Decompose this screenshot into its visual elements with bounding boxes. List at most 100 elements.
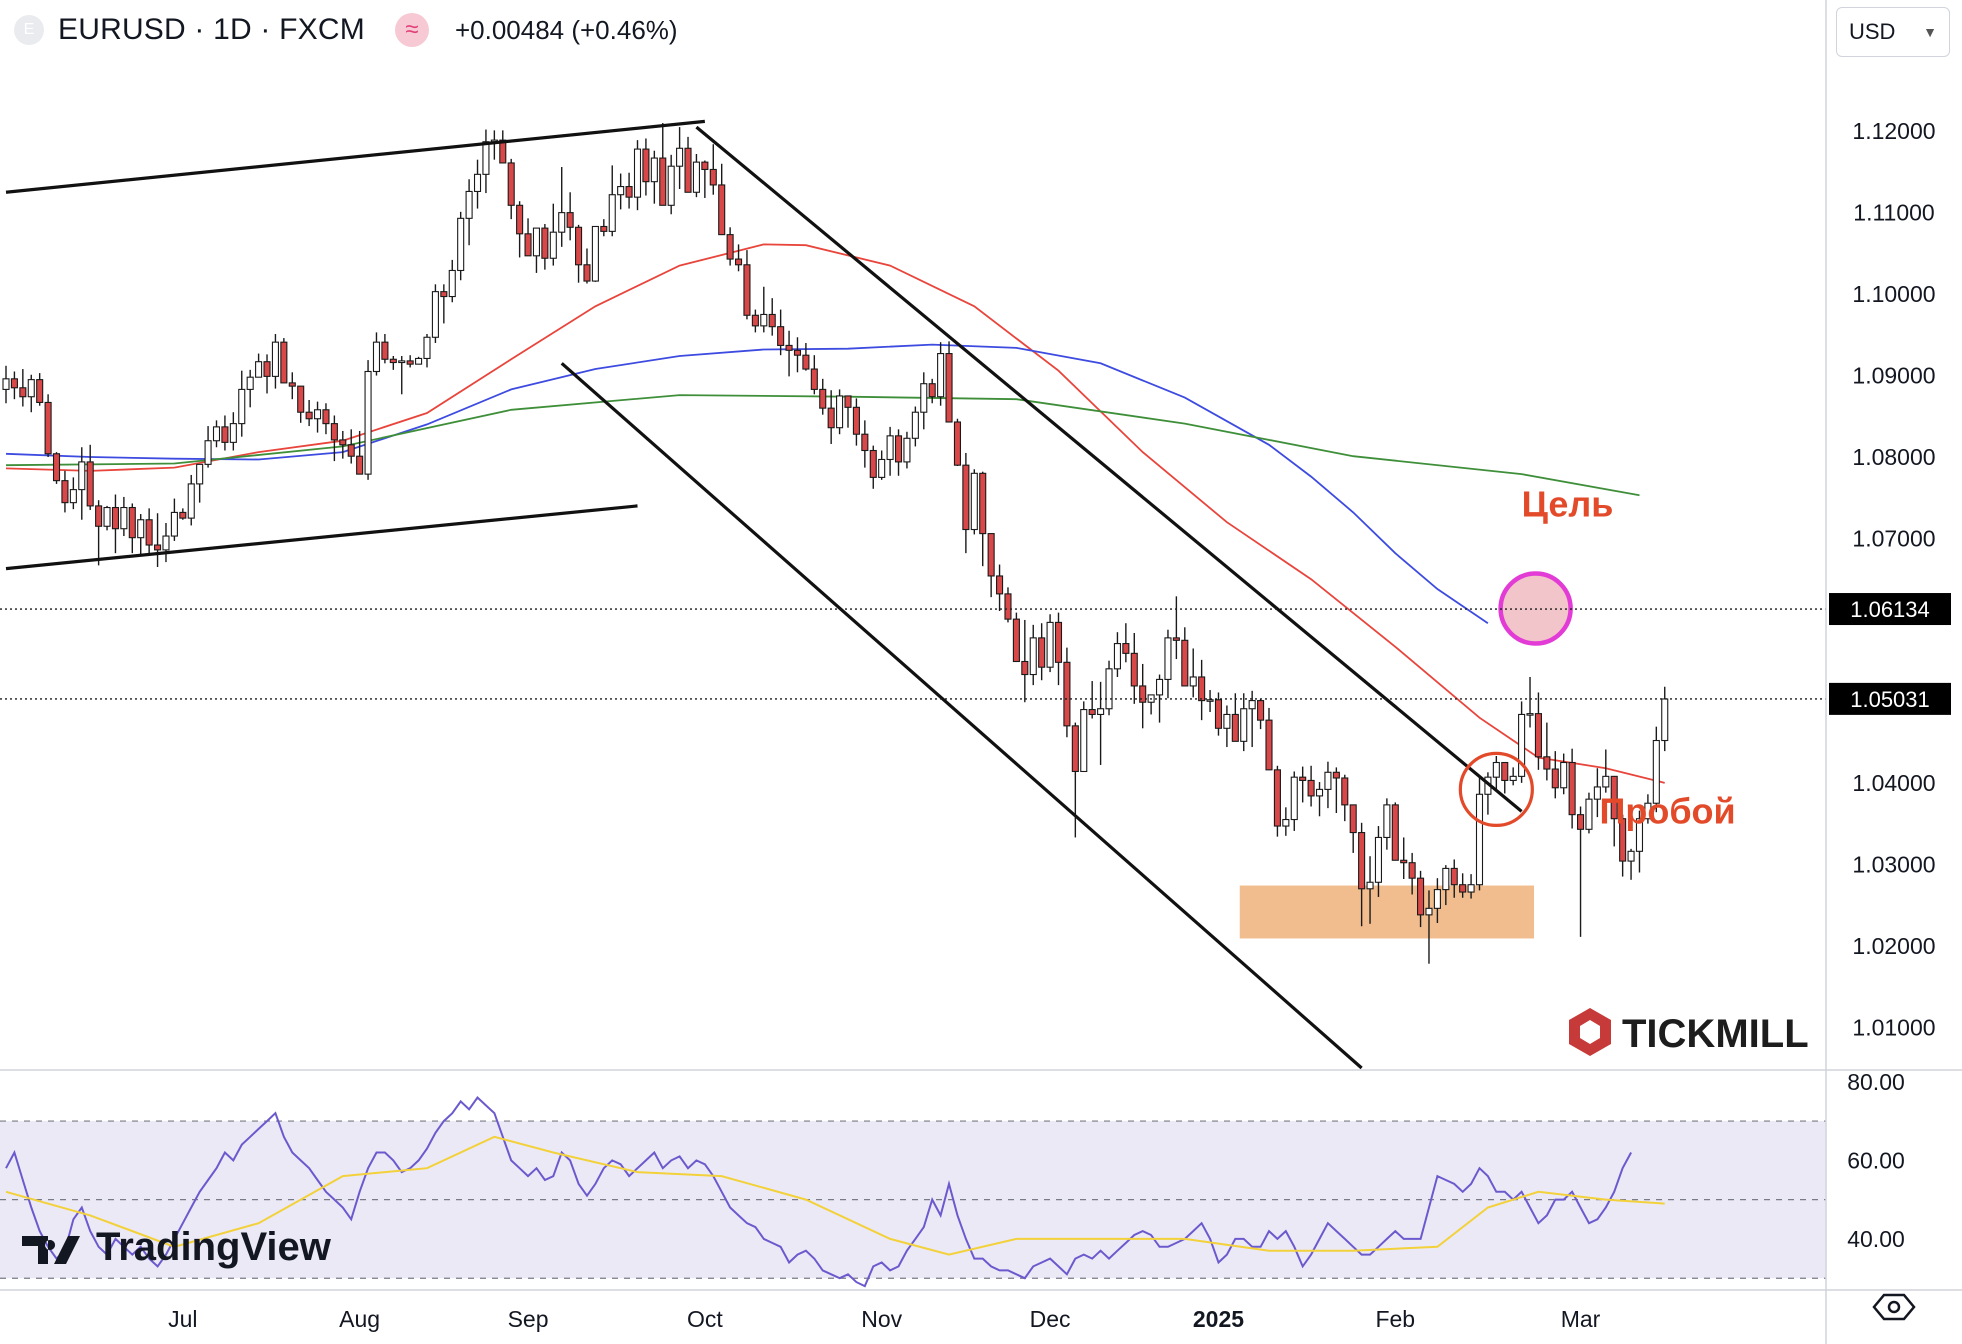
price-tick-label: 1.03000 bbox=[1852, 851, 1935, 877]
candle bbox=[1012, 612, 1020, 663]
candle-body bbox=[768, 313, 776, 328]
time-tick-label: 2025 bbox=[1193, 1306, 1244, 1332]
candle-body bbox=[2, 378, 10, 390]
candle-body bbox=[339, 439, 347, 446]
candle-body bbox=[19, 387, 27, 398]
settings-button[interactable] bbox=[1872, 1293, 1916, 1321]
candle-body bbox=[1374, 836, 1383, 883]
candle bbox=[473, 159, 482, 209]
candle bbox=[1231, 693, 1239, 742]
candle-body bbox=[937, 353, 945, 398]
candle bbox=[1054, 612, 1063, 686]
ma-line bbox=[5, 343, 1489, 624]
candle-body bbox=[406, 360, 414, 365]
candle bbox=[1492, 755, 1500, 790]
candle bbox=[911, 406, 919, 447]
candle bbox=[381, 334, 389, 364]
candle-body bbox=[44, 401, 52, 455]
candle bbox=[953, 418, 962, 466]
candle bbox=[608, 165, 616, 237]
candle bbox=[372, 332, 381, 376]
currency-select[interactable]: USD ▼ bbox=[1836, 7, 1950, 57]
candle bbox=[987, 533, 995, 598]
candle bbox=[558, 167, 566, 247]
candle-body bbox=[305, 411, 313, 420]
candle bbox=[1046, 614, 1054, 673]
candle bbox=[861, 420, 869, 468]
candle bbox=[1155, 674, 1164, 723]
symbol-title[interactable]: EURUSD · 1D · FXCM bbox=[58, 13, 365, 46]
candle bbox=[684, 136, 692, 193]
candle-body bbox=[246, 376, 254, 390]
candle-body bbox=[162, 535, 170, 551]
candle bbox=[1172, 596, 1180, 660]
candle bbox=[1257, 698, 1265, 730]
candle bbox=[743, 250, 751, 320]
candle-body bbox=[61, 480, 69, 504]
candle-body bbox=[878, 458, 886, 478]
candle-body bbox=[987, 533, 995, 577]
candle-body bbox=[322, 409, 330, 425]
candle bbox=[1198, 659, 1206, 721]
candle-body bbox=[170, 511, 178, 537]
candle bbox=[583, 248, 591, 284]
candle-body bbox=[532, 227, 541, 257]
support-zone-layer bbox=[1239, 885, 1535, 939]
price-level-label: 1.06134 bbox=[1850, 597, 1930, 622]
candle-body bbox=[36, 379, 44, 403]
candle-body bbox=[928, 383, 936, 398]
rsi-pane[interactable] bbox=[0, 1095, 1826, 1288]
candle bbox=[1568, 748, 1576, 829]
candle bbox=[937, 342, 945, 406]
candle bbox=[128, 503, 136, 554]
candle bbox=[263, 354, 271, 394]
chevron-down-icon: ▼ bbox=[1923, 24, 1937, 40]
candle bbox=[1139, 663, 1147, 729]
watermark-text: TradingView bbox=[96, 1225, 332, 1269]
candle-body bbox=[1299, 776, 1307, 781]
candle-body bbox=[229, 423, 237, 443]
candle-body bbox=[120, 506, 128, 530]
candle-body bbox=[1543, 756, 1551, 770]
candle-body bbox=[204, 440, 212, 465]
candle-body bbox=[1038, 637, 1046, 668]
candle-body bbox=[1029, 637, 1037, 676]
candle bbox=[869, 445, 877, 489]
candle-body bbox=[154, 544, 162, 551]
rsi-tick-label: 60.00 bbox=[1847, 1147, 1905, 1173]
candle bbox=[1526, 676, 1534, 728]
candle-body bbox=[423, 336, 431, 360]
candle bbox=[1408, 852, 1416, 895]
candle bbox=[120, 496, 128, 537]
candle-body bbox=[802, 354, 810, 370]
candle bbox=[1610, 775, 1618, 847]
candle bbox=[10, 371, 18, 400]
candle bbox=[1383, 798, 1391, 850]
candle-body bbox=[1425, 907, 1433, 916]
candle-body bbox=[431, 291, 439, 338]
price-tick-label: 1.10000 bbox=[1852, 281, 1935, 307]
rsi-line bbox=[5, 1095, 1632, 1288]
candle bbox=[238, 370, 246, 437]
candle bbox=[1585, 792, 1593, 834]
candle-body bbox=[1265, 719, 1273, 771]
candle bbox=[1105, 660, 1113, 716]
candle bbox=[1206, 690, 1214, 713]
symbol-badge[interactable]: E bbox=[14, 15, 44, 45]
candle-body bbox=[473, 173, 482, 193]
candle bbox=[1509, 767, 1517, 786]
candle-body bbox=[1189, 676, 1197, 687]
time-tick-label: Sep bbox=[508, 1306, 549, 1332]
candle bbox=[1602, 749, 1610, 793]
candle-body bbox=[1593, 786, 1601, 800]
support-zone bbox=[1239, 885, 1535, 939]
candle bbox=[709, 144, 717, 195]
candle-body bbox=[1467, 884, 1475, 893]
indicator-badge-icon[interactable]: ≈ bbox=[394, 13, 429, 47]
price-pane[interactable]: Цель Пробой 1.06134 1.05031 bbox=[0, 119, 1951, 1070]
candle bbox=[718, 163, 726, 236]
candle bbox=[894, 429, 903, 476]
candle-body bbox=[962, 464, 970, 531]
candle-body bbox=[1526, 713, 1534, 716]
